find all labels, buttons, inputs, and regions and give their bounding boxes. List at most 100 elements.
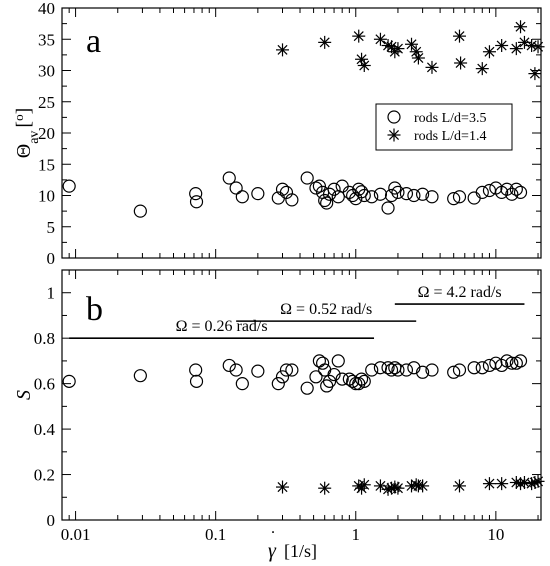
star-marker bbox=[452, 29, 466, 43]
circle-marker bbox=[505, 356, 519, 370]
panel-b-ticks bbox=[61, 270, 541, 521]
legend-entry-2: rods L/d=1.4 bbox=[414, 129, 486, 144]
star-marker bbox=[391, 481, 405, 495]
circle-marker bbox=[452, 190, 467, 204]
circle-marker bbox=[318, 363, 332, 377]
circle-marker bbox=[513, 185, 528, 199]
circle-marker bbox=[384, 188, 399, 203]
star-marker bbox=[482, 45, 496, 59]
circle-marker bbox=[309, 181, 323, 195]
ytick-label: 0 bbox=[47, 249, 56, 268]
omega-label: Ω = 4.2 rad/s bbox=[418, 284, 502, 301]
circle-marker bbox=[505, 187, 519, 201]
star-marker bbox=[531, 474, 545, 488]
star-marker bbox=[495, 477, 509, 491]
circle-marker bbox=[327, 367, 341, 382]
circle-marker bbox=[285, 363, 299, 377]
circle-marker bbox=[320, 379, 334, 393]
ytick-label: 10 bbox=[38, 187, 55, 206]
legend: rods L/d=3.5 rods L/d=1.4 bbox=[375, 103, 513, 151]
circle-marker bbox=[452, 363, 467, 377]
circle-marker bbox=[381, 361, 395, 375]
circle-marker bbox=[447, 192, 461, 206]
panel-b-xtick-labels: 0.01 0.1 1 10 bbox=[61, 525, 505, 544]
circle-marker bbox=[381, 201, 395, 215]
circle-marker bbox=[335, 179, 349, 193]
xtick-label: 10 bbox=[487, 525, 504, 544]
star-marker bbox=[352, 29, 366, 43]
circle-marker bbox=[482, 183, 497, 198]
circle-marker bbox=[316, 356, 330, 370]
panel-a-ytick-labels: 0 5 10 15 20 25 30 35 40 bbox=[38, 0, 55, 268]
circle-marker bbox=[416, 187, 430, 201]
circle-marker bbox=[391, 363, 405, 377]
circle-marker bbox=[373, 187, 388, 201]
circle-marker bbox=[475, 361, 489, 375]
ytick-label: 20 bbox=[38, 124, 55, 143]
star-marker bbox=[514, 20, 528, 34]
circle-marker bbox=[189, 187, 203, 201]
star-marker bbox=[391, 42, 405, 56]
legend-star-marker bbox=[387, 128, 401, 142]
ytick-label: 0.4 bbox=[34, 420, 56, 439]
circle-marker bbox=[309, 370, 323, 384]
star-marker bbox=[509, 42, 523, 56]
circle-marker bbox=[189, 195, 204, 209]
star-marker bbox=[318, 481, 332, 495]
circle-marker bbox=[500, 182, 514, 196]
star-marker bbox=[528, 67, 542, 81]
circle-marker bbox=[279, 363, 294, 377]
star-marker bbox=[475, 62, 489, 76]
circle-marker bbox=[251, 364, 265, 378]
circle-marker bbox=[251, 187, 265, 201]
circle-marker bbox=[384, 363, 399, 377]
star-marker bbox=[357, 478, 371, 492]
star-marker bbox=[495, 39, 509, 52]
omega-label: Ω = 0.52 rad/s bbox=[280, 301, 372, 318]
circle-marker bbox=[235, 377, 249, 391]
legend-star-glyph bbox=[387, 128, 401, 142]
circle-marker bbox=[416, 365, 430, 379]
panel-b: 0 0.2 0.4 0.6 0.8 1 0.01 0.1 1 10 Ω = 0.26 rad/s… bbox=[13, 269, 545, 562]
circle-marker bbox=[300, 381, 314, 395]
star-marker bbox=[405, 37, 419, 51]
panel-b-annotations: Ω = 0.26 rad/s Ω = 0.52 rad/s Ω = 4.2 rad/… bbox=[69, 284, 525, 339]
circle-marker bbox=[388, 181, 402, 195]
circle-marker bbox=[482, 358, 497, 373]
star-marker bbox=[357, 59, 371, 72]
star-marker bbox=[416, 479, 430, 493]
circle-marker bbox=[62, 374, 76, 388]
circle-marker bbox=[271, 377, 285, 391]
star-marker bbox=[276, 480, 290, 494]
circle-marker bbox=[222, 358, 236, 373]
circle-marker bbox=[222, 171, 236, 185]
omega-label: Ω = 0.26 rad/s bbox=[176, 318, 268, 335]
circle-marker bbox=[357, 188, 371, 203]
panel-a: 0 5 10 15 20 25 30 35 40 a Θav[o] rods L/d=3.5 r… bbox=[11, 0, 545, 268]
circle-marker bbox=[62, 179, 76, 193]
ytick-label: 0 bbox=[47, 511, 56, 530]
circle-marker bbox=[399, 363, 414, 377]
x-axis-label: γ ˙ [1/s] bbox=[268, 527, 317, 562]
circle-marker bbox=[320, 196, 334, 210]
ytick-label: 30 bbox=[38, 62, 55, 81]
circle-marker bbox=[327, 182, 341, 196]
circle-marker bbox=[322, 187, 337, 201]
x-axis-label-unit: [1/s] bbox=[284, 541, 317, 561]
star-marker bbox=[411, 51, 425, 65]
ytick-label: 5 bbox=[47, 218, 56, 237]
star-marker bbox=[452, 479, 466, 493]
circle-marker bbox=[447, 365, 461, 379]
panel-b-marks bbox=[62, 354, 545, 496]
star-marker bbox=[276, 43, 290, 57]
circle-marker bbox=[189, 363, 203, 377]
circle-marker bbox=[365, 190, 379, 204]
star-marker bbox=[482, 477, 496, 491]
circle-marker bbox=[229, 363, 243, 377]
panel-b-label: b bbox=[86, 291, 103, 328]
circle-marker bbox=[407, 188, 421, 203]
circle-marker bbox=[275, 370, 290, 384]
circle-marker bbox=[300, 171, 314, 185]
circle-marker bbox=[357, 374, 371, 388]
